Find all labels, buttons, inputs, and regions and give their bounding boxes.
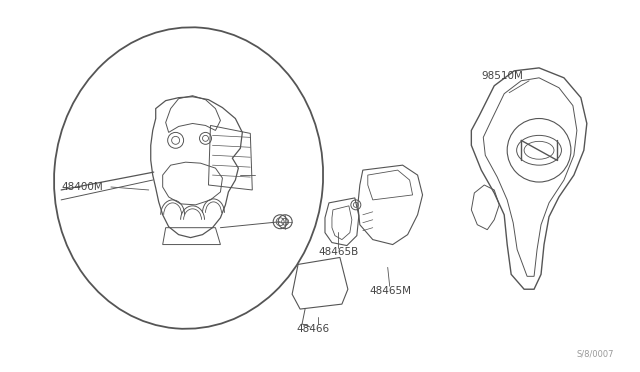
Text: 48465B: 48465B <box>318 247 358 257</box>
Text: 48400M: 48400M <box>61 182 103 192</box>
Text: S/8/0007: S/8/0007 <box>576 349 614 358</box>
Text: 48465M: 48465M <box>370 286 412 296</box>
Text: 98510M: 98510M <box>481 71 523 81</box>
Text: 48466: 48466 <box>296 324 329 334</box>
